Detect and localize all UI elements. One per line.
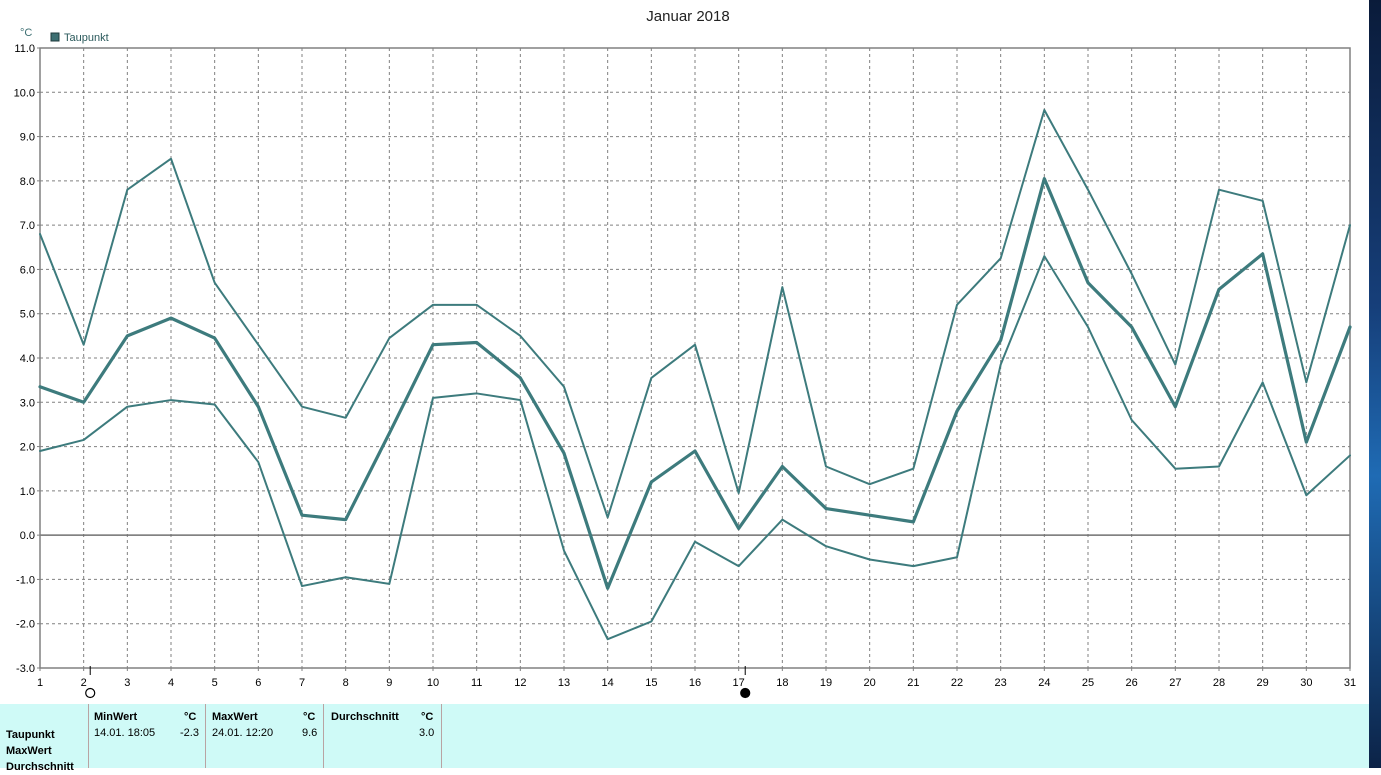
- x-tick-label: 25: [1082, 677, 1094, 689]
- x-tick-label: 14: [602, 677, 614, 689]
- max-datetime: 24.01. 12:20: [212, 727, 274, 739]
- full-moon-icon: [85, 687, 96, 699]
- y-tick-label: 9.0: [20, 132, 35, 144]
- avg-header: Durchschnitt: [331, 711, 399, 723]
- min-unit: °C: [184, 711, 197, 723]
- stats-separator: [441, 704, 442, 768]
- x-tick-label: 9: [386, 677, 392, 689]
- stats-separator: [205, 704, 206, 768]
- x-tick-label: 23: [995, 677, 1007, 689]
- min-header: MinWert: [94, 711, 138, 723]
- x-tick-label: 17: [733, 677, 745, 689]
- chart-axes: [37, 47, 1351, 675]
- y-tick-label: 5.0: [20, 309, 35, 321]
- x-tick-label: 5: [212, 677, 218, 689]
- x-tick-label: 16: [689, 677, 701, 689]
- y-tick-label: -3.0: [16, 663, 35, 675]
- legend-label: Taupunkt: [64, 32, 109, 44]
- x-tick-label: 4: [168, 677, 174, 689]
- desktop-edge-strip: [1369, 0, 1381, 768]
- chart-grid: [40, 48, 1350, 668]
- y-tick-label: 3.0: [20, 397, 35, 409]
- y-tick-label: -2.0: [16, 619, 35, 631]
- y-tick-label: 6.0: [20, 264, 35, 276]
- x-tick-label: 26: [1126, 677, 1138, 689]
- y-tick-label: 4.0: [20, 353, 35, 365]
- x-tick-label: 29: [1257, 677, 1269, 689]
- dewpoint-chart: -3.0 -2.0 -1.0 0.0 1.0 2.0 3.0 4.0 5.0 6.0 7.0 8.0 9…: [14, 8, 1356, 699]
- max-value: 9.6: [302, 727, 318, 739]
- x-tick-label: 6: [255, 677, 261, 689]
- series-line-avg: [38, 177, 1352, 590]
- series-line-min: [39, 255, 1351, 641]
- legend-swatch: [50, 32, 60, 42]
- min-datetime: 14.01. 18:05: [94, 727, 156, 739]
- min-value: -2.3: [180, 727, 199, 739]
- y-tick-label: 1.0: [20, 486, 35, 498]
- x-tick-label: 8: [343, 677, 349, 689]
- x-tick-label: 15: [645, 677, 657, 689]
- x-tick-label: 19: [820, 677, 832, 689]
- x-tick-label: 30: [1300, 677, 1312, 689]
- chart-labels: -3.0 -2.0 -1.0 0.0 1.0 2.0 3.0 4.0 5.0 6.0 7.0 8.0 9…: [14, 8, 1356, 699]
- new-moon-icon: [740, 687, 751, 699]
- x-tick-label: 27: [1169, 677, 1181, 689]
- x-tick-label: 11: [471, 677, 482, 689]
- x-tick-label: 7: [299, 677, 305, 689]
- x-tick-label: 12: [514, 677, 526, 689]
- avg-unit: °C: [421, 711, 434, 723]
- x-tick-label: 3: [124, 677, 130, 689]
- stats-separator: [323, 704, 324, 768]
- x-tick-label: 28: [1213, 677, 1225, 689]
- x-tick-label: 21: [907, 677, 919, 689]
- x-tick-label: 10: [427, 677, 439, 689]
- x-tick-label: 20: [864, 677, 876, 689]
- series-line-max: [39, 109, 1351, 519]
- avg-value: 3.0: [419, 727, 435, 739]
- row-label-durchschnitt: Durchschnitt: [6, 761, 74, 773]
- x-tick-label: 1: [37, 677, 43, 689]
- y-tick-label: 0.0: [20, 530, 35, 542]
- max-header: MaxWert: [212, 711, 258, 723]
- y-unit-label: °C: [20, 27, 32, 39]
- x-tick-label: 24: [1038, 677, 1050, 689]
- chart-title: Januar 2018: [646, 8, 729, 25]
- x-tick-label: 2: [81, 677, 87, 689]
- statistics-panel: Taupunkt MaxWert Durchschnitt MinWert °C…: [0, 704, 1369, 773]
- y-tick-label: 11.0: [14, 43, 35, 55]
- y-tick-label: 2.0: [20, 442, 35, 454]
- row-label-maxwert: MaxWert: [6, 745, 52, 757]
- y-tick-label: 8.0: [20, 176, 35, 188]
- y-tick-label: 7.0: [20, 220, 35, 232]
- x-tick-label: 31: [1344, 677, 1356, 689]
- stats-separator: [88, 704, 89, 768]
- y-tick-label: 10.0: [14, 87, 35, 99]
- row-label-taupunkt: Taupunkt: [6, 729, 55, 741]
- y-tick-label: -1.0: [16, 574, 35, 586]
- max-unit: °C: [303, 711, 316, 723]
- x-tick-label: 22: [951, 677, 963, 689]
- chart-series: [38, 109, 1352, 641]
- x-tick-label: 18: [776, 677, 788, 689]
- x-tick-label: 13: [558, 677, 570, 689]
